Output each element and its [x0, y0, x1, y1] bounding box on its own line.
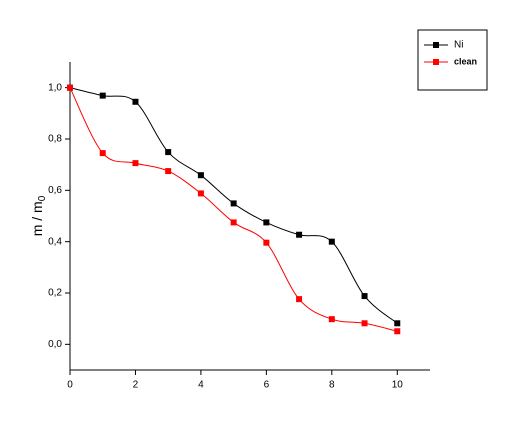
y-tick-label: 0,8	[48, 134, 62, 145]
data-point	[197, 172, 204, 179]
legend-marker	[433, 59, 439, 65]
y-tick-label: 1,0	[48, 82, 62, 93]
legend-box	[417, 29, 488, 91]
legend-label: Ni	[454, 40, 463, 51]
y-tick-label: 0,4	[48, 236, 62, 247]
y-tick-label: 0,2	[48, 288, 62, 299]
y-axis-label: m / m0	[29, 195, 48, 236]
x-tick-label: 10	[392, 380, 404, 391]
data-point	[165, 149, 172, 156]
data-point	[361, 293, 368, 300]
data-point	[99, 92, 106, 99]
x-tick-label: 4	[198, 380, 204, 391]
data-point	[394, 320, 401, 327]
y-tick-label: 0,6	[48, 185, 62, 196]
x-tick-label: 2	[133, 380, 139, 391]
y-tick-label: 0,0	[48, 339, 62, 350]
data-point	[132, 98, 139, 105]
data-point	[132, 160, 139, 167]
y-label-main: m / m	[29, 201, 45, 236]
data-point	[197, 190, 204, 197]
data-point	[263, 239, 270, 246]
legend-marker	[433, 42, 439, 48]
data-point	[263, 219, 270, 226]
x-tick-label: 0	[67, 380, 73, 391]
data-point	[230, 200, 237, 207]
data-point	[230, 219, 237, 226]
data-point	[328, 316, 335, 323]
data-point	[67, 84, 73, 91]
data-point	[394, 328, 401, 335]
y-label-sub: 0	[37, 195, 48, 201]
data-point	[361, 320, 368, 327]
x-tick-label: 6	[264, 380, 270, 391]
data-point	[296, 231, 303, 238]
data-point	[328, 238, 335, 245]
data-point	[296, 296, 303, 303]
x-tick-label: 8	[329, 380, 335, 391]
data-point	[165, 168, 172, 175]
data-point	[99, 150, 106, 157]
legend-label: clean	[454, 56, 477, 66]
